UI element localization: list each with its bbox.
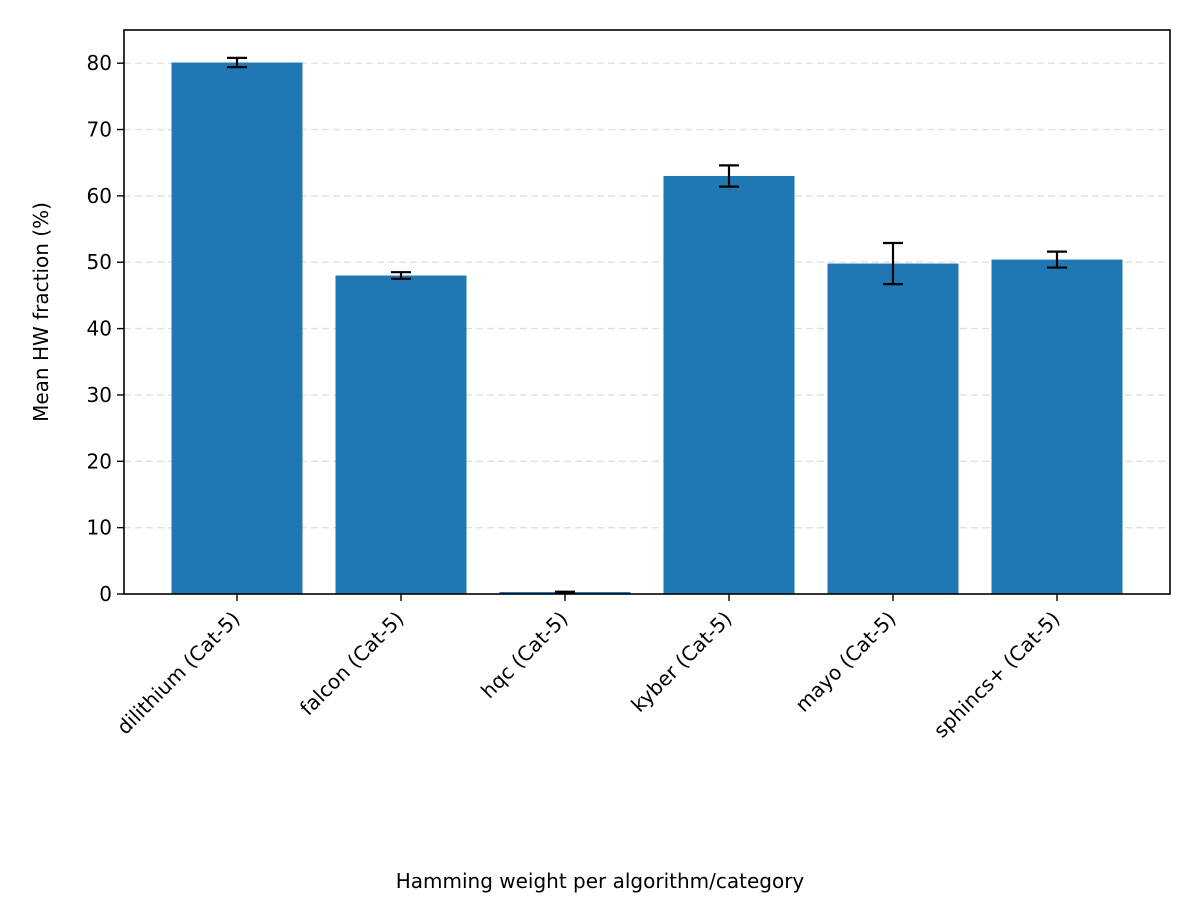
y-tick-label: 30 bbox=[87, 383, 112, 407]
y-tick-label: 70 bbox=[87, 118, 112, 142]
error-bar bbox=[227, 56, 247, 69]
plot-frame bbox=[123, 29, 1171, 595]
x-tick-label: falcon (Cat-5) bbox=[295, 607, 409, 721]
x-tick-label: kyber (Cat-5) bbox=[626, 607, 736, 717]
y-tick-label: 80 bbox=[87, 51, 112, 75]
error-bar bbox=[719, 164, 739, 188]
x-axis-label: Hamming weight per algorithm/category bbox=[396, 869, 805, 893]
y-axis-label: Mean HW fraction (%) bbox=[29, 202, 53, 422]
bar bbox=[827, 263, 959, 594]
y-tick-label: 40 bbox=[87, 317, 112, 341]
y-axis-ticks: 0 10 20 30 40 50 60 70 80 bbox=[87, 51, 124, 606]
bar bbox=[991, 259, 1123, 594]
x-tick-label: mayo (Cat-5) bbox=[790, 607, 900, 717]
bar bbox=[663, 175, 795, 594]
bars bbox=[171, 62, 1123, 594]
x-tick-label: dilithium (Cat-5) bbox=[112, 607, 245, 740]
error-bar bbox=[883, 241, 903, 286]
error-bar bbox=[1047, 250, 1067, 269]
x-tick-label: hqc (Cat-5) bbox=[476, 607, 572, 703]
x-axis-ticks: dilithium (Cat-5) falcon (Cat-5) hqc (Cat-… bbox=[112, 594, 1065, 742]
y-tick-label: 60 bbox=[87, 184, 112, 208]
bar bbox=[171, 62, 303, 594]
y-tick-label: 0 bbox=[99, 582, 112, 606]
y-tick-label: 10 bbox=[87, 516, 112, 540]
x-tick-label: sphincs+ (Cat-5) bbox=[929, 607, 1065, 743]
bar bbox=[335, 275, 467, 594]
y-tick-label: 20 bbox=[87, 449, 112, 473]
error-bars bbox=[227, 56, 1067, 594]
y-tick-label: 50 bbox=[87, 250, 112, 274]
error-bar bbox=[391, 271, 411, 280]
error-bar bbox=[555, 590, 575, 594]
